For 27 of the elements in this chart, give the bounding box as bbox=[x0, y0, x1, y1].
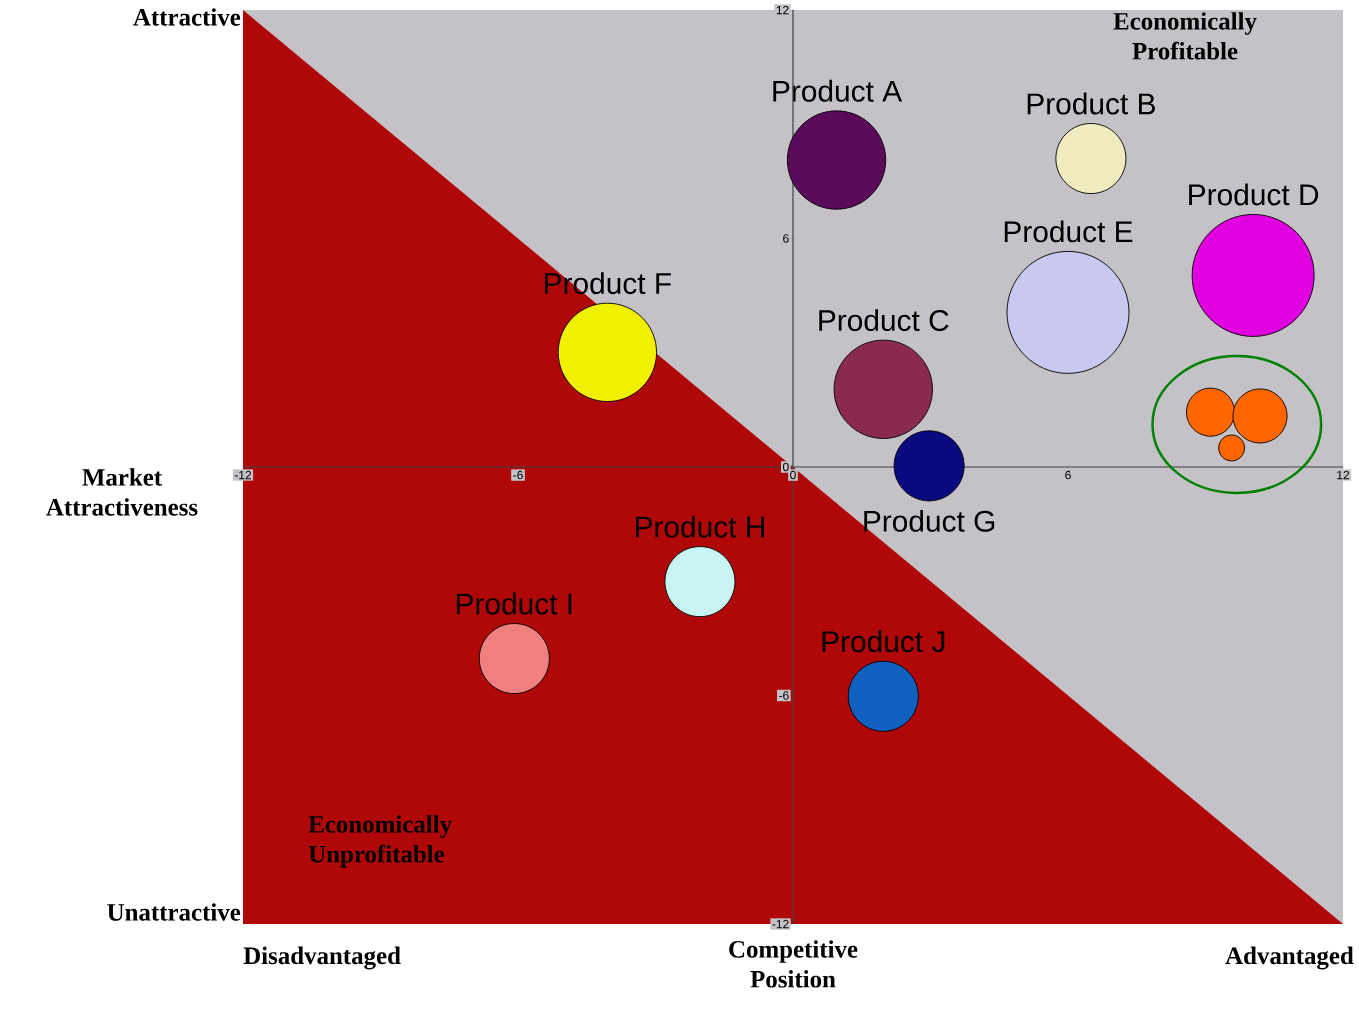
series-label: Product D bbox=[1189, 183, 1319, 206]
text: Unattractive bbox=[107, 903, 241, 921]
series-label: Product I bbox=[456, 592, 572, 615]
series-label: Product B bbox=[1027, 92, 1155, 115]
y-tick-label: 12 bbox=[776, 5, 789, 15]
text: Disadvantaged bbox=[243, 946, 401, 970]
y-tick-label: 0 bbox=[782, 462, 789, 472]
series-label: Product C bbox=[819, 309, 949, 332]
annotation: Economically Unprofitable bbox=[308, 815, 452, 868]
y-axis-title: Market Attractiveness bbox=[46, 468, 198, 516]
y-tick-label: -12 bbox=[772, 919, 789, 929]
series-label: Product A bbox=[773, 79, 903, 102]
y-tick-label: -6 bbox=[779, 691, 789, 700]
series-label: Product E bbox=[1004, 220, 1133, 243]
x-tick-label: 12 bbox=[1337, 470, 1350, 480]
series-label: Product G bbox=[864, 509, 995, 532]
annotation: Economically Profitable bbox=[1113, 12, 1257, 60]
x-tick-label: 6 bbox=[1065, 470, 1071, 480]
text: Advantaged bbox=[1225, 946, 1354, 970]
y-tick-label: 6 bbox=[783, 234, 789, 243]
series-label: Product J bbox=[822, 630, 945, 653]
series-label: Product H bbox=[635, 515, 764, 538]
x-axis-title: Competitive Position bbox=[729, 940, 858, 988]
x-tick-label: 0 bbox=[790, 470, 796, 480]
text: Attractive bbox=[133, 8, 241, 26]
x-tick-label: -6 bbox=[513, 470, 523, 480]
x-tick-label: -12 bbox=[234, 470, 252, 480]
